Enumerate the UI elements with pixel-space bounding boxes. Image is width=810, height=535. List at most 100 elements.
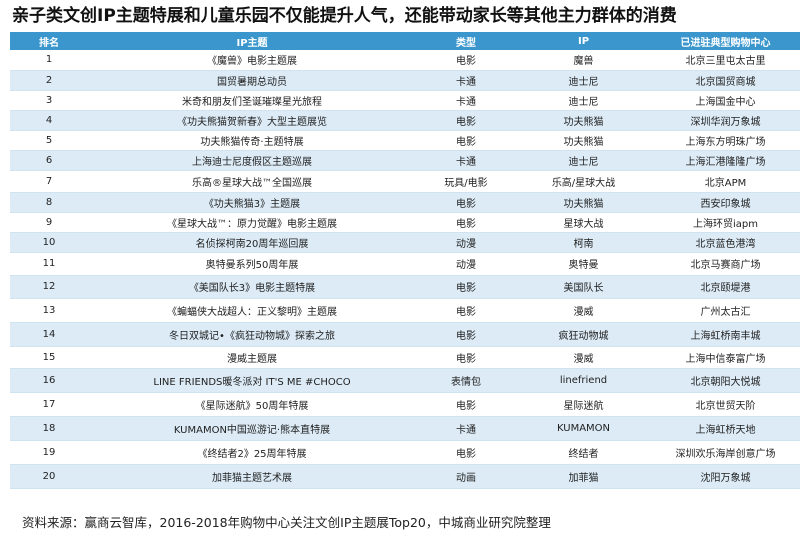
cell-ip: 漫威: [516, 298, 651, 323]
cell-ip-theme: 冬日双城记•《疯狂动物城》探索之旅: [88, 322, 416, 347]
cell-ip: 功夫熊猫: [516, 192, 651, 213]
cell-ip-theme: 《魔兽》电影主题展: [88, 50, 416, 71]
cell-ip: KUMAMON: [516, 416, 651, 441]
cell-ip: linefriend: [516, 368, 651, 393]
cell-rank: 5: [10, 130, 88, 151]
cell-mall: 北京马赛商广场: [651, 252, 800, 276]
header-rank: 排名: [10, 32, 88, 50]
cell-mall: 北京颐堤港: [651, 275, 800, 299]
cell-mall: 上海虹桥南丰城: [651, 322, 800, 347]
cell-mall: 广州太古汇: [651, 298, 800, 323]
cell-ip: 星球大战: [516, 212, 651, 233]
cell-type: 电影: [416, 275, 516, 299]
cell-mall: 上海环贸iapm: [651, 212, 800, 233]
cell-rank: 8: [10, 192, 88, 213]
cell-rank: 9: [10, 212, 88, 233]
cell-ip: 迪士尼: [516, 90, 651, 111]
cell-type: 电影: [416, 130, 516, 151]
cell-type: 电影: [416, 322, 516, 347]
cell-ip-theme: 《星际迷航》50周年特展: [88, 392, 416, 417]
table-row: 5 功夫熊猫传奇·主题特展 电影 功夫熊猫 上海东方明珠广场: [10, 130, 800, 151]
cell-ip: 迪士尼: [516, 70, 651, 91]
table-row: 7 乐高®星球大战™全国巡展 玩具/电影 乐高/星球大战 北京APM: [10, 170, 800, 193]
cell-rank: 18: [10, 416, 88, 441]
cell-type: 卡通: [416, 70, 516, 91]
cell-mall: 北京世贸天阶: [651, 392, 800, 417]
cell-rank: 3: [10, 90, 88, 111]
table-row: 20 加菲猫主题艺术展 动画 加菲猫 沈阳万象城: [10, 464, 800, 489]
table-row: 4 《功夫熊猫贺新春》大型主题展览 电影 功夫熊猫 深圳华润万象城: [10, 110, 800, 131]
header-type: 类型: [416, 32, 516, 50]
table-row: 13 《蝙蝠侠大战超人：正义黎明》主题展 电影 漫威 广州太古汇: [10, 298, 800, 323]
cell-ip: 功夫熊猫: [516, 110, 651, 131]
cell-ip-theme: 《美国队长3》电影主题特展: [88, 275, 416, 299]
ip-ranking-table: 排名 IP主题 类型 IP 已进驻典型购物中心 1 《魔兽》电影主题展 电影 魔兽 北京…: [10, 32, 800, 489]
cell-rank: 4: [10, 110, 88, 131]
cell-mall: 深圳欢乐海岸创意广场: [651, 440, 800, 465]
page-title: 亲子类文创IP主题特展和儿童乐园不仅能提升人气，还能带动家长等其他主力群体的消费: [12, 6, 677, 26]
cell-mall: 上海东方明珠广场: [651, 130, 800, 151]
cell-ip-theme: 国贸暑期总动员: [88, 70, 416, 91]
cell-type: 电影: [416, 392, 516, 417]
table-row: 19 《终结者2》25周年特展 电影 终结者 深圳欢乐海岸创意广场: [10, 440, 800, 465]
cell-ip: 迪士尼: [516, 150, 651, 171]
cell-type: 卡通: [416, 150, 516, 171]
cell-rank: 1: [10, 50, 88, 71]
cell-type: 电影: [416, 110, 516, 131]
cell-ip: 乐高/星球大战: [516, 170, 651, 193]
cell-rank: 13: [10, 298, 88, 323]
header-ip-theme: IP主题: [88, 32, 416, 50]
cell-mall: 上海汇港隆隆广场: [651, 150, 800, 171]
table-row: 12 《美国队长3》电影主题特展 电影 美国队长 北京颐堤港: [10, 275, 800, 299]
cell-type: 卡通: [416, 416, 516, 441]
cell-ip-theme: 米奇和朋友们圣诞璀璨星光旅程: [88, 90, 416, 111]
cell-mall: 上海虹桥天地: [651, 416, 800, 441]
cell-mall: 北京国贸商城: [651, 70, 800, 91]
cell-ip-theme: KUMAMON中国巡游记·熊本直特展: [88, 416, 416, 441]
table-row: 10 名侦探柯南20周年巡回展 动漫 柯南 北京蓝色港湾: [10, 232, 800, 253]
cell-ip-theme: 名侦探柯南20周年巡回展: [88, 232, 416, 253]
header-mall: 已进驻典型购物中心: [651, 32, 800, 50]
cell-ip: 漫威: [516, 346, 651, 369]
cell-type: 表情包: [416, 368, 516, 393]
cell-type: 电影: [416, 50, 516, 71]
header-ip: IP: [516, 32, 651, 50]
cell-ip: 疯狂动物城: [516, 322, 651, 347]
cell-ip-theme: 《蝙蝠侠大战超人：正义黎明》主题展: [88, 298, 416, 323]
cell-type: 卡通: [416, 90, 516, 111]
cell-ip: 终结者: [516, 440, 651, 465]
cell-mall: 北京朝阳大悦城: [651, 368, 800, 393]
source-note: 资料来源：赢商云智库，2016-2018年购物中心关注文创IP主题展Top20，…: [22, 515, 551, 530]
cell-type: 玩具/电影: [416, 170, 516, 193]
ip-ranking-table-container: 排名 IP主题 类型 IP 已进驻典型购物中心 1 《魔兽》电影主题展 电影 魔兽 北京…: [10, 32, 800, 489]
table-row: 2 国贸暑期总动员 卡通 迪士尼 北京国贸商城: [10, 70, 800, 91]
cell-ip-theme: 乐高®星球大战™全国巡展: [88, 170, 416, 193]
cell-mall: 深圳华润万象城: [651, 110, 800, 131]
cell-rank: 15: [10, 346, 88, 369]
cell-ip-theme: 《功夫熊猫贺新春》大型主题展览: [88, 110, 416, 131]
cell-mall: 上海国金中心: [651, 90, 800, 111]
table-row: 9 《星球大战™：原力觉醒》电影主题展 电影 星球大战 上海环贸iapm: [10, 212, 800, 233]
cell-ip-theme: 功夫熊猫传奇·主题特展: [88, 130, 416, 151]
cell-rank: 7: [10, 170, 88, 193]
cell-ip-theme: 漫威主题展: [88, 346, 416, 369]
table-body: 1 《魔兽》电影主题展 电影 魔兽 北京三里屯太古里 2 国贸暑期总动员 卡通 迪士尼 北京国贸商…: [10, 50, 800, 489]
cell-ip-theme: 加菲猫主题艺术展: [88, 464, 416, 489]
cell-ip-theme: 奥特曼系列50周年展: [88, 252, 416, 276]
table-row: 6 上海迪士尼度假区主题巡展 卡通 迪士尼 上海汇港隆隆广场: [10, 150, 800, 171]
cell-rank: 19: [10, 440, 88, 465]
table-row: 16 LINE FRIENDS暖冬派对 IT'S ME #CHOCO 表情包 line…: [10, 368, 800, 393]
cell-rank: 20: [10, 464, 88, 489]
cell-type: 动漫: [416, 252, 516, 276]
cell-rank: 6: [10, 150, 88, 171]
cell-rank: 12: [10, 275, 88, 299]
cell-rank: 11: [10, 252, 88, 276]
cell-ip: 加菲猫: [516, 464, 651, 489]
table-row: 8 《功夫熊猫3》主题展 电影 功夫熊猫 西安印象城: [10, 192, 800, 213]
table-row: 1 《魔兽》电影主题展 电影 魔兽 北京三里屯太古里: [10, 50, 800, 71]
cell-mall: 北京APM: [651, 170, 800, 193]
table-row: 15 漫威主题展 电影 漫威 上海中信泰富广场: [10, 346, 800, 369]
cell-ip-theme: 《功夫熊猫3》主题展: [88, 192, 416, 213]
cell-ip-theme: 《星球大战™：原力觉醒》电影主题展: [88, 212, 416, 233]
cell-mall: 上海中信泰富广场: [651, 346, 800, 369]
